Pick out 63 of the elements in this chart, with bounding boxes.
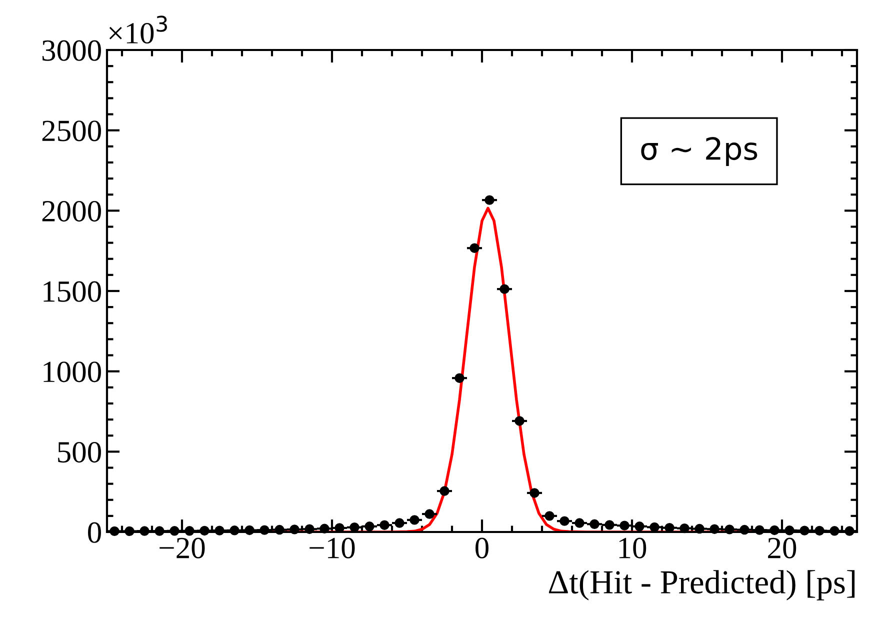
point <box>304 524 314 534</box>
point <box>454 373 464 383</box>
point <box>230 526 240 536</box>
y-tick-label: 1500 <box>44 281 101 302</box>
point <box>784 526 794 536</box>
x-axis-title: Δt(Hit - Predicted) [ps] <box>548 570 855 600</box>
point <box>740 524 750 535</box>
point <box>500 284 510 294</box>
point <box>470 243 480 253</box>
point <box>620 520 630 530</box>
point <box>290 524 300 534</box>
y-tick-label: 2500 <box>42 120 101 142</box>
point <box>650 522 660 532</box>
point <box>440 486 450 496</box>
point <box>320 524 330 534</box>
y-tick-label: 500 <box>58 442 101 463</box>
point <box>140 526 150 536</box>
point <box>680 523 690 534</box>
y-tick-label: 1000 <box>44 362 101 382</box>
point <box>260 525 270 535</box>
point <box>560 516 570 526</box>
point <box>110 526 120 536</box>
x-tick-label: 10 <box>619 538 646 558</box>
x-tick-label: −20 <box>160 538 205 558</box>
y-tick-label: 2000 <box>42 200 101 222</box>
point <box>634 522 644 532</box>
point <box>424 509 434 519</box>
point <box>184 526 194 536</box>
x-tick-label: −10 <box>310 538 355 558</box>
point <box>754 525 764 535</box>
point <box>154 526 164 536</box>
y-tick-label: 0 <box>88 522 101 543</box>
point <box>604 520 614 530</box>
point <box>380 520 390 530</box>
point <box>350 522 360 532</box>
point <box>694 524 704 534</box>
point <box>364 522 374 532</box>
point <box>544 511 554 521</box>
point <box>514 416 524 426</box>
point <box>410 515 420 525</box>
point <box>814 526 824 536</box>
point <box>830 526 840 536</box>
point <box>800 526 810 536</box>
point <box>274 524 284 535</box>
point <box>590 519 600 529</box>
point <box>710 524 720 534</box>
x-tick-label: 0 <box>476 538 488 558</box>
point <box>244 525 254 536</box>
point <box>214 526 224 536</box>
point <box>124 526 134 536</box>
point <box>170 526 180 536</box>
point <box>844 526 854 536</box>
y-tick-label: 3000 <box>42 40 101 61</box>
text: ×10$^{3}$ <box>109 16 167 44</box>
point <box>200 526 210 536</box>
point <box>484 195 494 205</box>
point <box>574 518 584 528</box>
point <box>394 518 404 528</box>
point <box>770 525 780 536</box>
x-tick-label: 20 <box>768 538 796 558</box>
point <box>724 524 734 534</box>
annotation: σ ~ 2ps <box>641 136 758 166</box>
point <box>530 488 540 498</box>
